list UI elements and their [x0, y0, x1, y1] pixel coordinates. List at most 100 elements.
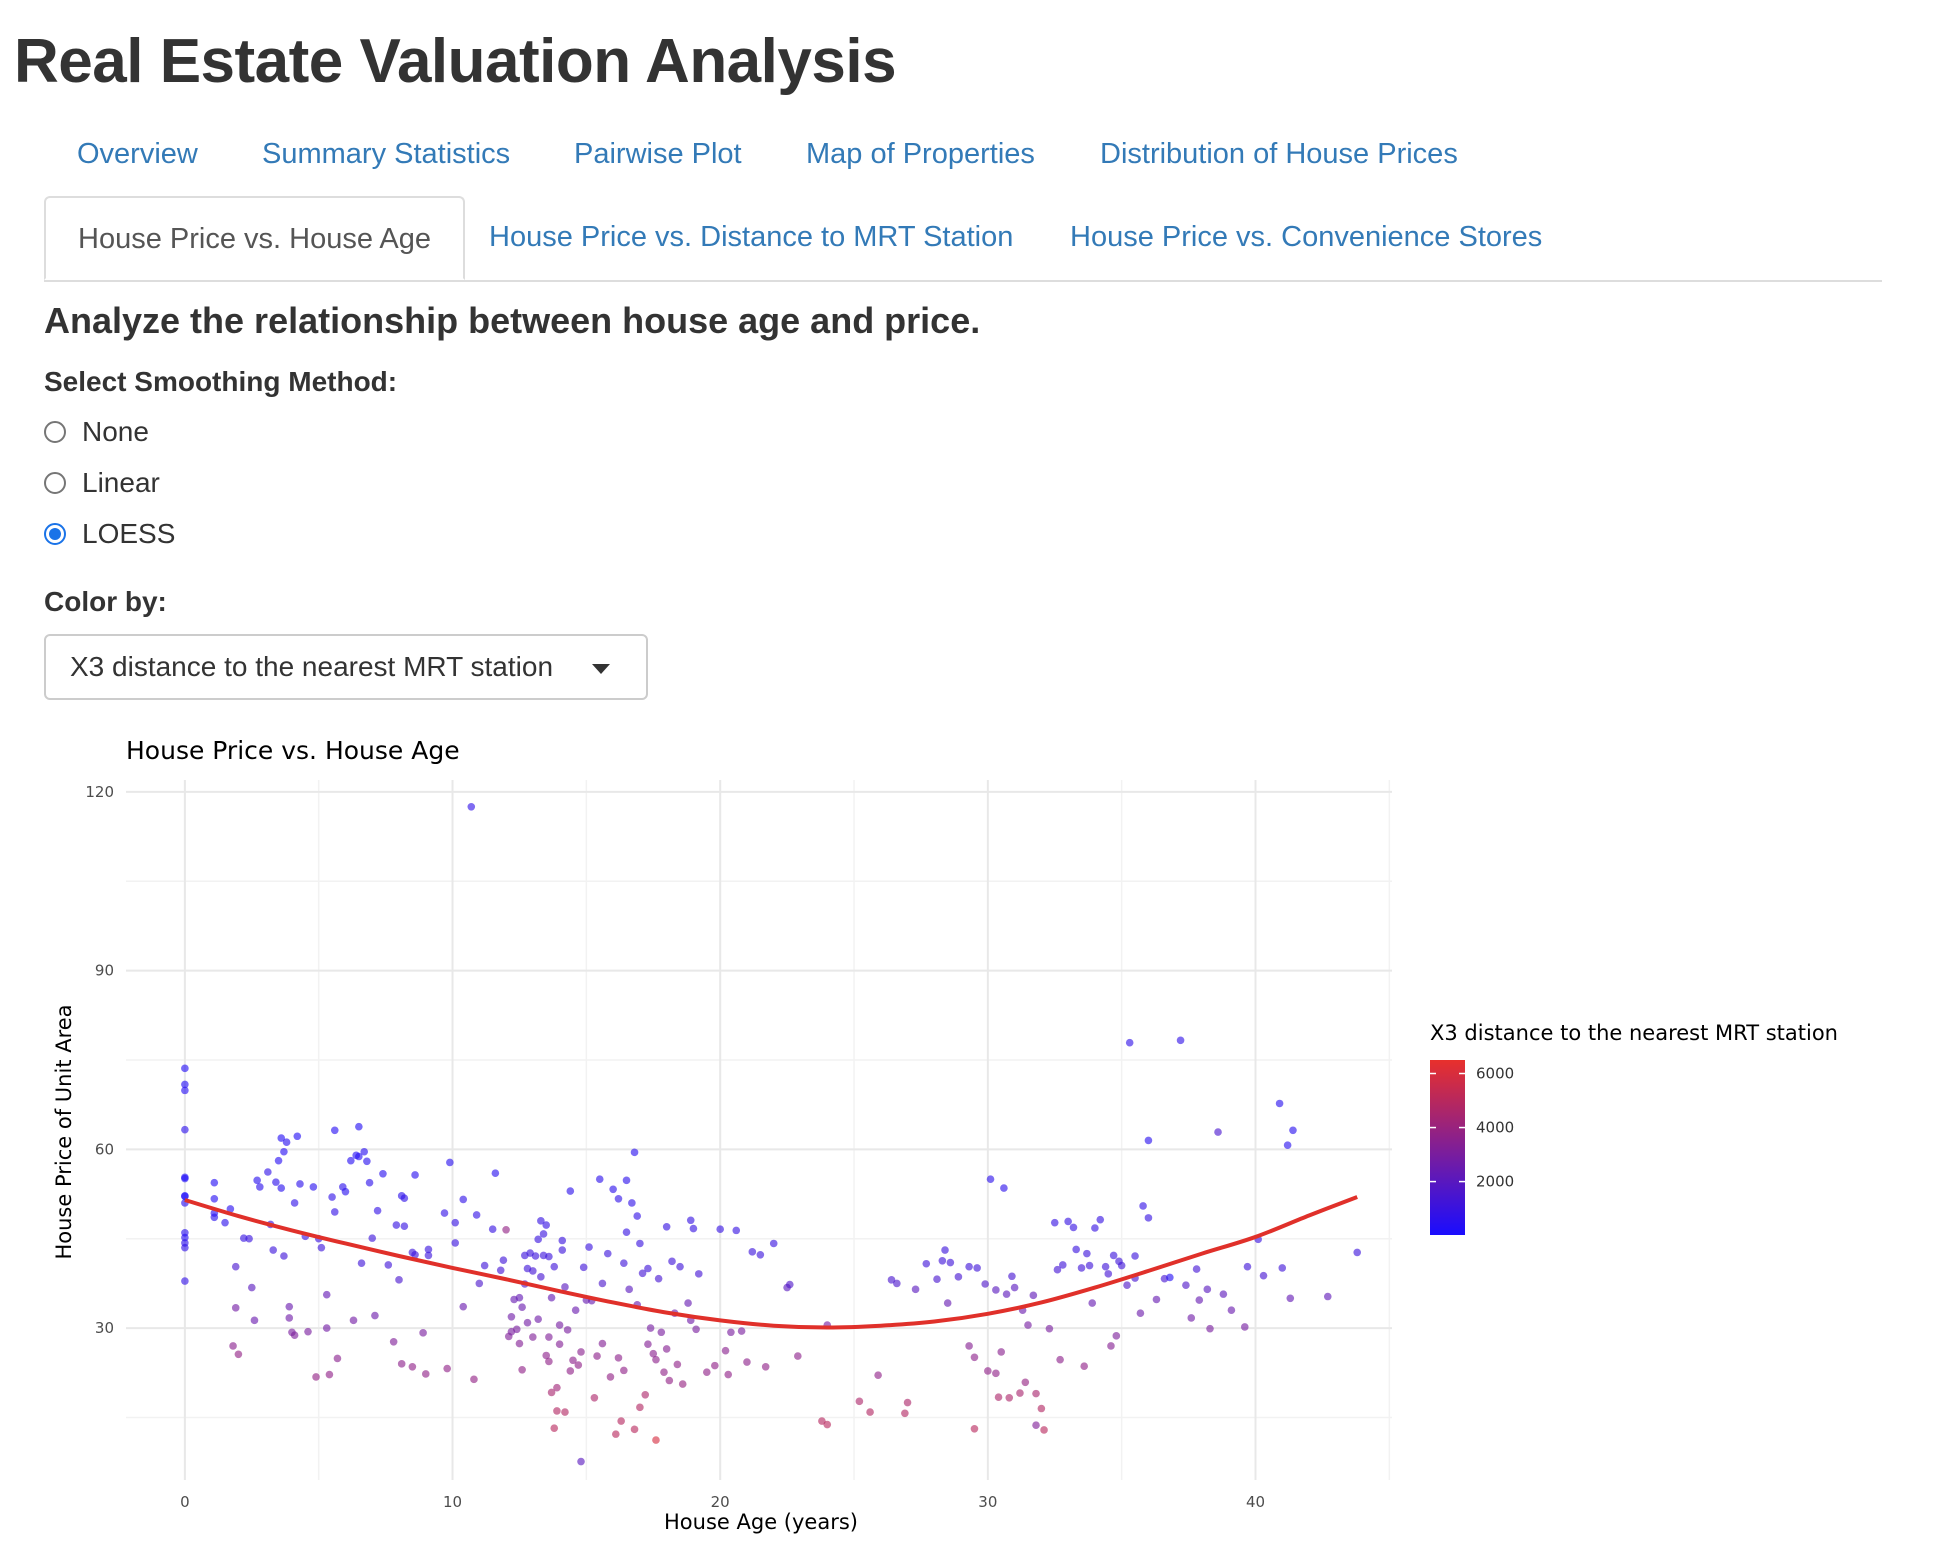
data-point [724, 1370, 733, 1379]
data-point [1259, 1271, 1268, 1280]
data-point [625, 1285, 633, 1294]
radio-button-none[interactable] [44, 421, 66, 443]
data-point [721, 1346, 730, 1355]
tab-house-price-vs-distance-to-mrt[interactable]: House Price vs. Distance to MRT Station [489, 221, 1014, 253]
data-point [293, 1132, 302, 1141]
data-point [946, 1258, 955, 1267]
data-point [638, 1269, 647, 1278]
tab-overview[interactable]: Overview [77, 138, 198, 170]
data-point [743, 1358, 751, 1366]
data-point [965, 1262, 973, 1271]
data-point [1091, 1224, 1099, 1232]
data-point [229, 1342, 237, 1350]
data-point [1045, 1324, 1054, 1333]
data-point [553, 1407, 561, 1415]
radio-button-linear[interactable] [44, 472, 66, 494]
data-point [341, 1187, 350, 1196]
data-point [264, 1168, 272, 1176]
data-point [1101, 1262, 1110, 1271]
data-point [761, 1363, 770, 1371]
data-point [347, 1156, 355, 1165]
data-point [992, 1369, 1000, 1378]
data-point [678, 1380, 687, 1388]
data-point [397, 1360, 406, 1368]
data-point [558, 1236, 567, 1245]
data-point [545, 1357, 553, 1366]
tab-summary-statistics[interactable]: Summary Statistics [262, 138, 511, 170]
legend-ticks: 2000 4000 6000 [1430, 1065, 1514, 1191]
data-point [247, 1283, 256, 1292]
radio-option-none[interactable]: None [44, 412, 149, 452]
data-point [411, 1251, 419, 1259]
data-point [274, 1156, 283, 1165]
data-point [633, 1212, 642, 1220]
data-point [181, 1192, 189, 1200]
data-point [330, 1126, 339, 1135]
data-point [609, 1185, 617, 1194]
tab-bar-row-2: House Price vs. House Age House Price vs… [44, 196, 1882, 282]
chart-title: House Price vs. House Age [126, 736, 460, 765]
data-point [1203, 1285, 1212, 1294]
data-point [593, 1352, 601, 1360]
data-point [181, 1233, 189, 1242]
data-point [1109, 1251, 1118, 1260]
data-point [563, 1326, 572, 1334]
data-point [598, 1279, 607, 1288]
data-point [1112, 1332, 1121, 1340]
data-point [1024, 1321, 1032, 1329]
data-point [545, 1333, 553, 1341]
radio-option-linear[interactable]: Linear [44, 463, 160, 503]
data-point [555, 1321, 564, 1329]
scatter-plot: House Price vs. House Age 0 10 20 30 40 30 60… [52, 736, 1838, 1534]
data-point [911, 1285, 920, 1294]
tab-house-price-vs-convenience-stores[interactable]: House Price vs. Convenience Stores [1070, 221, 1543, 253]
data-point [614, 1354, 623, 1362]
data-point [210, 1213, 219, 1222]
data-point [309, 1183, 318, 1191]
data-point [379, 1169, 387, 1178]
data-point [451, 1239, 460, 1247]
smoothing-method-label: Select Smoothing Method: [44, 366, 398, 397]
data-point [665, 1376, 674, 1385]
data-point [395, 1276, 403, 1284]
data-point [933, 1275, 941, 1284]
data-point [727, 1328, 735, 1337]
y-axis-title: House Price of Unit Area [52, 1004, 76, 1259]
data-point [1016, 1389, 1024, 1397]
data-point [1125, 1038, 1134, 1047]
data-point [440, 1209, 449, 1217]
color-by-select[interactable]: X3 distance to the nearest MRT station [44, 634, 648, 700]
data-point [355, 1152, 363, 1161]
data-point [1083, 1249, 1091, 1258]
data-point [566, 1187, 575, 1195]
data-point [595, 1175, 604, 1183]
data-point [938, 1256, 947, 1265]
tab-house-price-vs-house-age[interactable]: House Price vs. House Age [44, 196, 466, 280]
data-point [644, 1264, 652, 1273]
data-point [304, 1327, 312, 1336]
color-by-selected-value: X3 distance to the nearest MRT station [70, 651, 554, 682]
tab-distribution-of-house-prices[interactable]: Distribution of House Prices [1100, 138, 1458, 170]
radio-button-loess[interactable] [44, 523, 66, 545]
data-point [1286, 1294, 1295, 1303]
data-point [475, 1279, 484, 1288]
radio-option-loess[interactable]: LOESS [44, 514, 175, 554]
data-point [636, 1403, 644, 1412]
data-point [579, 1263, 588, 1272]
tab-pairwise-plot[interactable]: Pairwise Plot [574, 138, 742, 170]
y-axis-ticks: 30 60 90 120 [85, 783, 114, 1337]
data-point [539, 1230, 548, 1238]
x-tick-label: 0 [180, 1493, 190, 1511]
data-point [756, 1251, 765, 1259]
data-point [322, 1324, 331, 1332]
data-point [992, 1286, 1000, 1294]
data-point [1214, 1128, 1222, 1136]
data-point [558, 1246, 567, 1254]
data-point [269, 1246, 278, 1254]
data-point [357, 1259, 366, 1267]
data-point [256, 1183, 264, 1191]
tab-map-of-properties[interactable]: Map of Properties [806, 138, 1035, 170]
data-point [652, 1355, 660, 1364]
radio-label-linear: Linear [82, 467, 160, 498]
data-point [1206, 1324, 1214, 1333]
